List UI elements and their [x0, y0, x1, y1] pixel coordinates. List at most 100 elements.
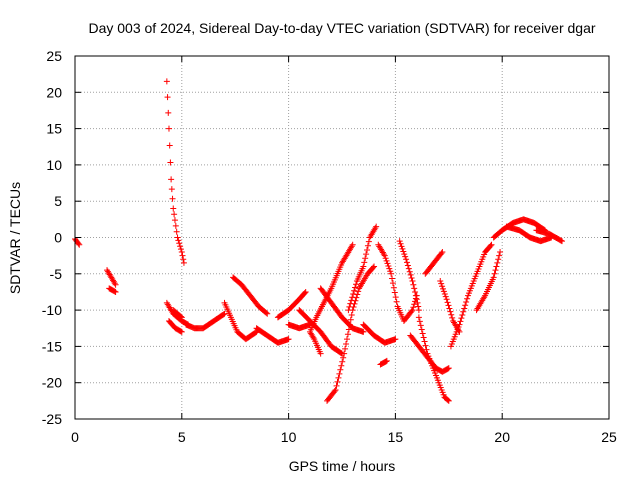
y-tick-label: 5 [54, 193, 62, 209]
data-points [72, 78, 566, 404]
satellite-track [377, 357, 390, 368]
data-point [415, 314, 422, 321]
grid-lines [75, 56, 609, 419]
data-point [106, 285, 113, 292]
data-point [496, 252, 503, 259]
data-point [343, 340, 350, 347]
data-point [392, 336, 399, 343]
x-tick-label: 15 [388, 429, 404, 445]
data-point [174, 234, 181, 241]
data-point [342, 345, 349, 352]
data-point [412, 288, 419, 295]
satellite-track [317, 285, 367, 335]
data-point [252, 329, 259, 336]
data-point [355, 288, 362, 295]
data-point [492, 267, 499, 274]
data-point [438, 250, 445, 257]
data-point [444, 299, 451, 306]
data-point [175, 237, 182, 244]
data-point [445, 365, 452, 372]
data-point [164, 94, 171, 101]
data-point [167, 159, 174, 166]
data-point [177, 313, 184, 320]
data-point [351, 287, 358, 294]
data-point [179, 252, 186, 259]
data-point [365, 238, 372, 245]
data-point [337, 366, 344, 373]
data-point [381, 252, 388, 259]
data-point [409, 278, 416, 285]
satellite-track [473, 249, 504, 314]
data-point [497, 249, 504, 256]
data-point [335, 374, 342, 381]
data-point [386, 265, 393, 272]
data-point [360, 328, 367, 335]
data-point [383, 257, 390, 264]
y-tick-label: 20 [46, 84, 62, 100]
data-point [353, 281, 360, 288]
satellite-track [422, 249, 446, 277]
data-point [488, 241, 495, 248]
data-point [339, 358, 346, 365]
data-point [370, 264, 377, 271]
data-point [178, 328, 185, 335]
data-point [302, 288, 309, 295]
data-point [338, 362, 345, 369]
data-point [412, 292, 419, 299]
data-point [460, 308, 467, 315]
data-point [458, 315, 465, 322]
data-point [408, 274, 415, 281]
satellite-track [104, 267, 119, 295]
satellite-track [396, 238, 422, 314]
data-point [385, 263, 392, 270]
data-point [396, 238, 403, 245]
data-point [420, 334, 427, 341]
data-point [166, 142, 173, 149]
data-point [338, 350, 345, 357]
data-point [387, 268, 394, 275]
data-point [173, 228, 180, 235]
data-point [406, 268, 413, 275]
satellite-track [415, 314, 452, 404]
data-point [391, 289, 398, 296]
x-tick-label: 20 [494, 429, 510, 445]
data-point [444, 397, 451, 404]
data-point [414, 299, 421, 306]
data-point [220, 311, 227, 318]
data-point [456, 321, 463, 328]
data-point [389, 280, 396, 287]
data-point [417, 322, 424, 329]
data-point [461, 305, 468, 312]
y-tick-label: 15 [46, 121, 62, 137]
data-point [389, 275, 396, 282]
data-point [360, 263, 367, 270]
data-point [558, 237, 565, 244]
data-point [177, 328, 184, 335]
data-point [441, 291, 448, 298]
data-point [364, 242, 371, 249]
satellite-track [306, 241, 356, 357]
data-point [440, 288, 447, 295]
data-point [301, 289, 308, 296]
data-point [403, 256, 410, 263]
data-point [168, 176, 175, 183]
data-point [333, 382, 340, 389]
data-point [172, 222, 179, 229]
data-point [398, 243, 405, 250]
data-point [336, 370, 343, 377]
data-point [170, 205, 177, 212]
data-point [168, 186, 175, 193]
data-point [457, 318, 464, 325]
data-point [382, 358, 389, 365]
data-point [350, 290, 357, 297]
data-point [76, 241, 83, 248]
data-point [415, 303, 422, 310]
satellite-track [230, 274, 271, 317]
data-point [111, 280, 118, 287]
data-point [344, 331, 351, 338]
y-tick-label: 0 [54, 230, 62, 246]
data-point [343, 336, 350, 343]
data-point [459, 311, 466, 318]
data-point [491, 270, 498, 277]
